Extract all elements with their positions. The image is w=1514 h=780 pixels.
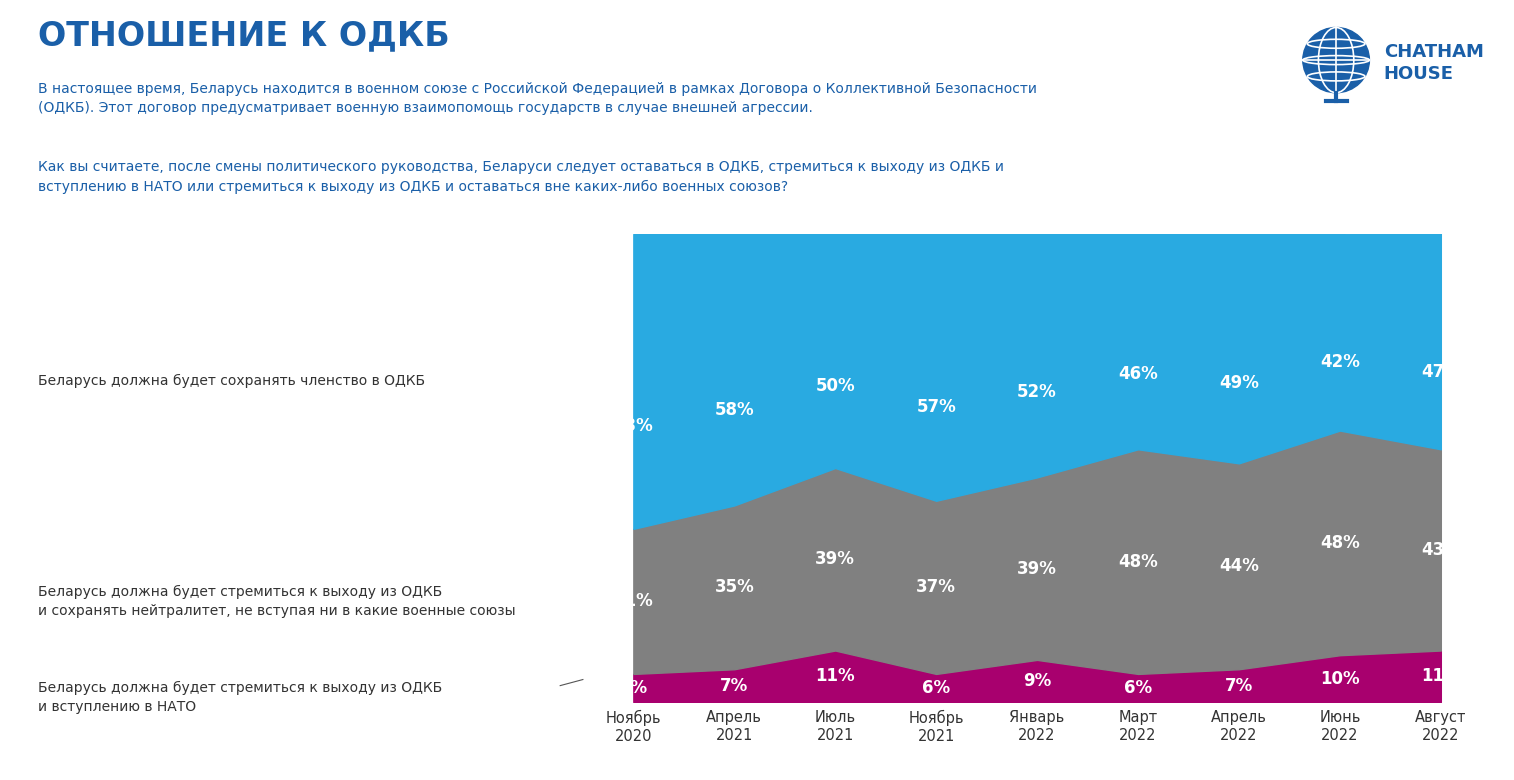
Text: 7%: 7% <box>1225 676 1254 695</box>
Text: 49%: 49% <box>1219 374 1260 392</box>
Text: Как вы считаете, после смены политического руководства, Беларуси следует остават: Как вы считаете, после смены политическо… <box>38 160 1004 193</box>
Text: 11%: 11% <box>816 667 855 686</box>
Text: 11%: 11% <box>1422 667 1461 686</box>
Text: 39%: 39% <box>815 550 855 569</box>
Text: Беларусь должна будет сохранять членство в ОДКБ: Беларусь должна будет сохранять членство… <box>38 374 425 388</box>
Text: 35%: 35% <box>715 578 754 597</box>
Text: 10%: 10% <box>1320 669 1360 688</box>
Text: В настоящее время, Беларусь находится в военном союзе с Российской Федерацией в : В настоящее время, Беларусь находится в … <box>38 82 1037 115</box>
Text: 31%: 31% <box>613 592 653 611</box>
Text: 6%: 6% <box>1123 679 1152 697</box>
Text: 48%: 48% <box>1320 534 1360 552</box>
Text: 63%: 63% <box>613 417 653 434</box>
Text: 52%: 52% <box>1017 383 1057 401</box>
Text: 44%: 44% <box>1219 557 1260 576</box>
Text: 9%: 9% <box>1023 672 1051 690</box>
Text: 50%: 50% <box>816 377 855 395</box>
Text: 48%: 48% <box>1119 552 1158 571</box>
Text: CHATHAM
HOUSE: CHATHAM HOUSE <box>1384 43 1484 83</box>
Text: 57%: 57% <box>916 399 955 417</box>
Text: 6%: 6% <box>619 679 648 697</box>
Text: 39%: 39% <box>1017 559 1057 578</box>
Text: ОТНОШЕНИЕ К ОДКБ: ОТНОШЕНИЕ К ОДКБ <box>38 20 450 52</box>
Text: 7%: 7% <box>721 676 748 695</box>
Text: 42%: 42% <box>1320 353 1360 370</box>
Text: 58%: 58% <box>715 402 754 420</box>
Text: 47%: 47% <box>1420 363 1461 381</box>
Text: 6%: 6% <box>922 679 951 697</box>
Text: 43%: 43% <box>1420 541 1461 559</box>
Text: Беларусь должна будет стремиться к выходу из ОДКБ
и вступлению в НАТО: Беларусь должна будет стремиться к выход… <box>38 681 442 714</box>
Circle shape <box>1302 27 1369 93</box>
Text: Беларусь должна будет стремиться к выходу из ОДКБ
и сохранять нейтралитет, не вс: Беларусь должна будет стремиться к выход… <box>38 585 515 618</box>
Text: 37%: 37% <box>916 578 957 597</box>
Text: 46%: 46% <box>1119 365 1158 383</box>
